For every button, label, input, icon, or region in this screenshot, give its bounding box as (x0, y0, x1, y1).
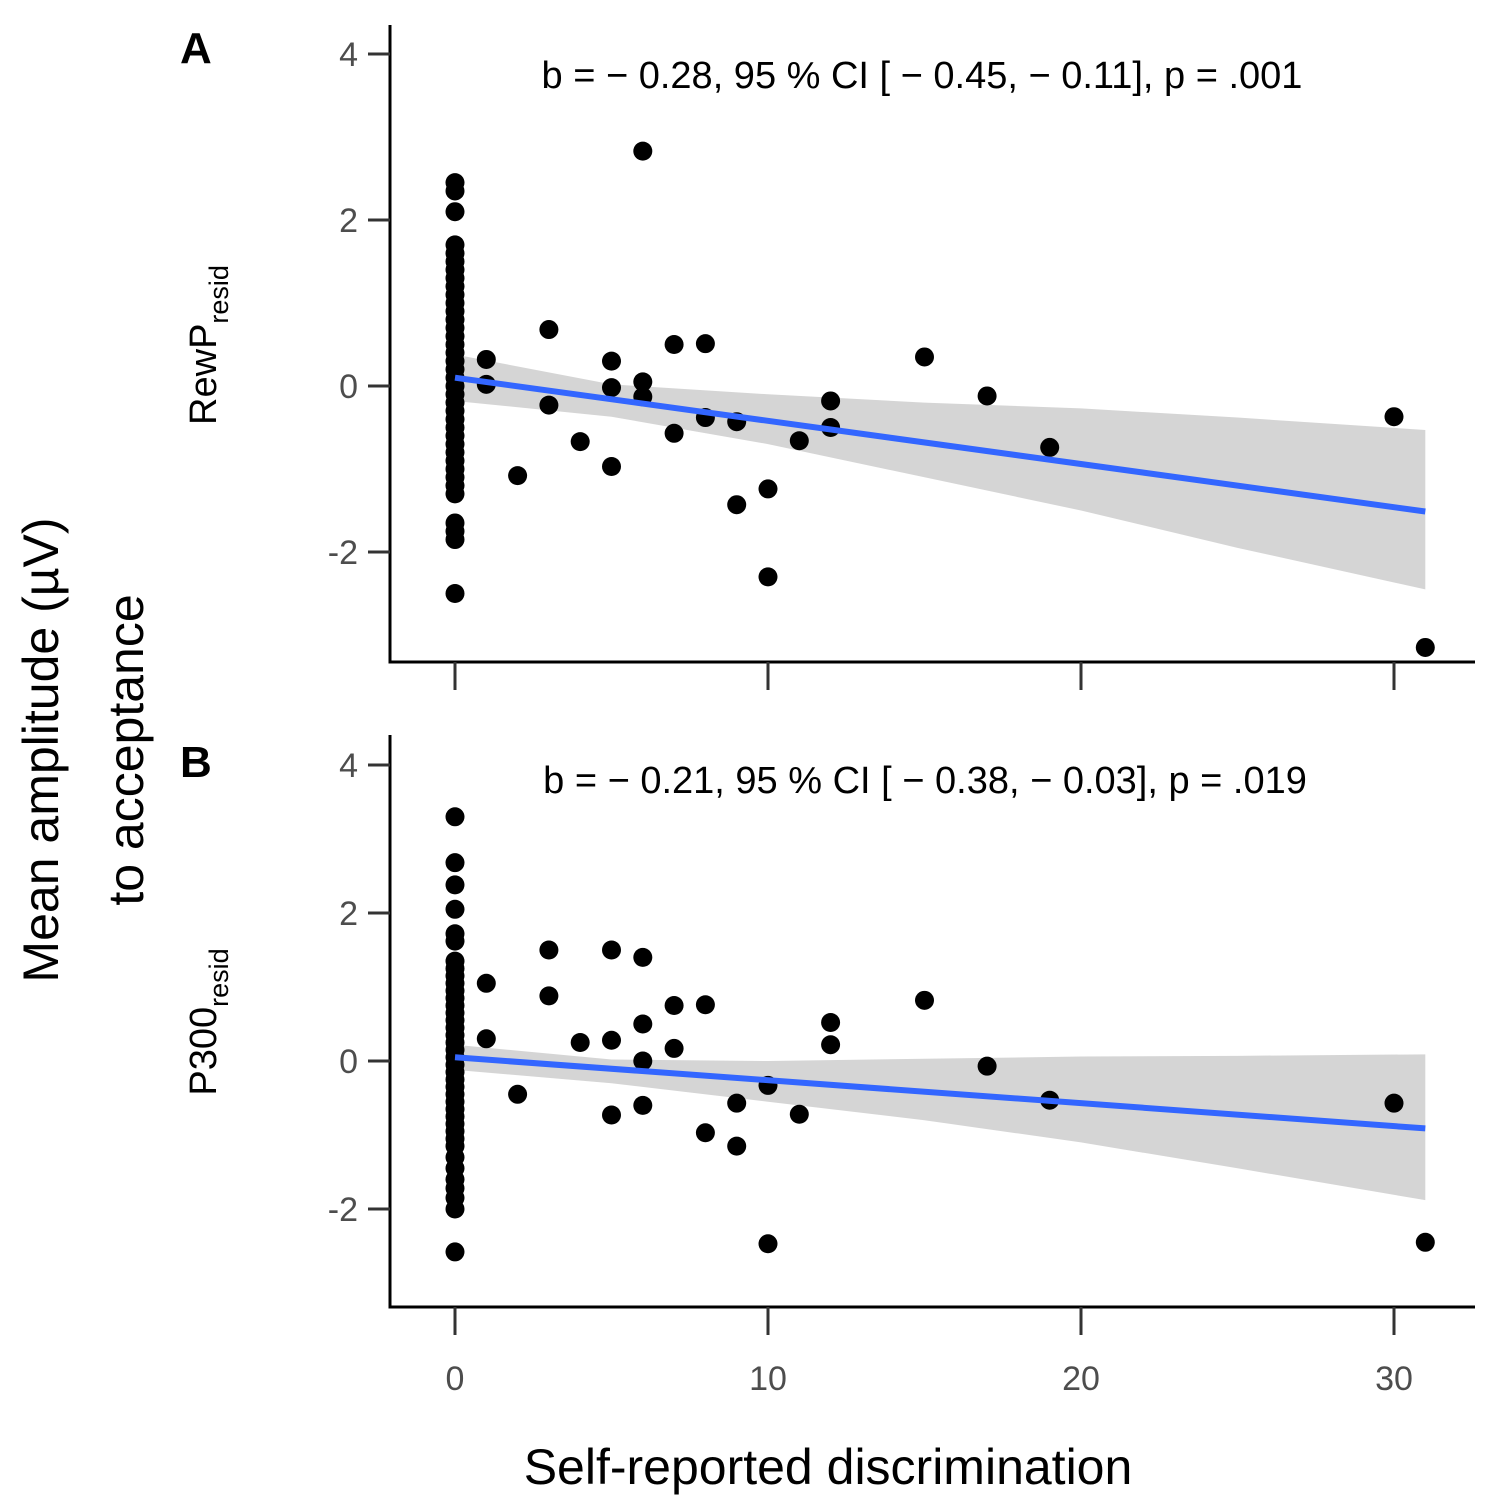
panel-b-data-point (445, 807, 465, 827)
panel-a-annotation: b = − 0.28, 95 % CI [ − 0.45, − 0.11], p… (542, 55, 1303, 97)
panel-a-data-point (539, 395, 559, 415)
panel-b-data-point (664, 1038, 684, 1058)
panel-a-y-tick-label: 2 (339, 202, 358, 240)
panel-b-data-point (602, 1105, 621, 1125)
panel-a-data-point (633, 372, 653, 392)
panel-a-data-point (602, 457, 621, 477)
panel-a-data-point (602, 378, 621, 398)
panel-b-data-point (445, 1242, 465, 1262)
panel-b-data-point (695, 995, 715, 1015)
panel-b-y-tick-label: 4 (339, 747, 358, 785)
panel-b-x-tick-label: 30 (1375, 1360, 1413, 1398)
panel-letter-b: B (180, 738, 212, 787)
panel-b-data-point (977, 1056, 997, 1076)
panel-b: B P300resid b = − 0.21, 95 % CI [ − 0.38… (180, 735, 1475, 1398)
panel-b-data-point (633, 1051, 653, 1071)
panel-a-y-tick-label: 4 (339, 36, 358, 74)
panel-a-data-point (633, 141, 653, 161)
panel-a-data-point (789, 431, 809, 451)
panel-b-data-point (445, 931, 465, 951)
panel-a-data-point (570, 432, 590, 452)
panel-a-y-label-main: RewP (183, 324, 225, 425)
x-axis-title: Self-reported discrimination (524, 1439, 1133, 1495)
panel-b-fit-line (454, 1054, 1426, 1132)
panel-b-data-point (570, 1033, 590, 1052)
panel-a-data-point (915, 347, 934, 367)
panel-b-data-point (633, 1014, 653, 1034)
panel-a-fit-line (454, 374, 1426, 515)
panel-a-data-point (727, 495, 747, 515)
panel-a-data-point (602, 351, 621, 371)
panel-b-annotation: b = − 0.21, 95 % CI [ − 0.38, − 0.03], p… (543, 760, 1307, 802)
panel-b-y-tick-label: -2 (328, 1191, 358, 1229)
panel-a-data-point (1384, 407, 1404, 427)
panel-a: A RewPresid b = − 0.28, 95 % CI [ − 0.45… (180, 24, 1475, 690)
panel-b-x-tick-label: 10 (749, 1360, 787, 1398)
panel-b-data-point (695, 1123, 715, 1143)
panel-b-data-point (664, 996, 684, 1015)
panel-a-data-point (1040, 437, 1060, 457)
panel-a-data-point (821, 391, 841, 411)
panel-a-data-point (539, 320, 559, 340)
panel-b-y-tick-label: 2 (339, 895, 358, 933)
panel-a-y-tick-label: -2 (328, 534, 358, 572)
panel-a-data-point (476, 349, 496, 369)
panel-b-x-tick-label: 20 (1062, 1360, 1100, 1398)
panel-a-data-point (445, 584, 465, 603)
panel-a-data-point (445, 530, 465, 550)
panel-a-y-tick-label: 0 (339, 368, 358, 406)
panel-b-data-point (1384, 1093, 1404, 1113)
panel-b-ci-band (455, 1044, 1426, 1201)
panel-b-data-point (633, 947, 653, 967)
panel-b-x-tick-label: 0 (446, 1360, 465, 1398)
panel-b-data-point (727, 1093, 747, 1113)
panel-letter-a: A (180, 24, 212, 73)
panel-a-y-label-sub: resid (204, 265, 234, 324)
panel-b-data-point (1415, 1232, 1435, 1252)
y-axis-title-line2: to acceptance (98, 594, 154, 905)
panel-b-data-point (445, 875, 465, 895)
panel-b-data-point (539, 986, 559, 1006)
panel-a-y-label: RewPresid (183, 265, 234, 425)
panel-b-data-point (633, 1095, 653, 1115)
panel-a-data-point (445, 202, 465, 222)
y-axis-title-line1: Mean amplitude (µV) (13, 517, 69, 982)
panel-b-y-label-sub: resid (204, 948, 234, 1007)
panel-b-data-point (821, 1035, 841, 1055)
panel-a-data-point (758, 567, 778, 587)
panel-b-data-point (727, 1136, 747, 1156)
panel-b-data-point (445, 899, 465, 919)
panel-a-ci-band (455, 354, 1426, 590)
panel-a-data-point (977, 386, 997, 406)
panel-b-data-point (915, 990, 934, 1010)
panel-a-data-point (664, 335, 684, 354)
panel-b-y-tick-label: 0 (339, 1043, 358, 1081)
panel-a-data-point (758, 479, 778, 499)
panel-b-y-label: P300resid (183, 948, 234, 1095)
panel-a-data-point (695, 334, 715, 354)
panel-b-data-point (445, 1199, 465, 1219)
panel-b-data-point (476, 973, 496, 993)
panel-a-data-point (445, 181, 465, 201)
panel-a-data-point (664, 423, 684, 443)
panel-a-data-point (508, 466, 528, 486)
panel-b-data-point (476, 1029, 496, 1049)
panel-b-data-point (789, 1104, 809, 1124)
panel-a-data-point (1415, 637, 1435, 657)
panel-a-data-point (445, 484, 465, 504)
panel-b-data-point (539, 940, 559, 960)
panel-b-data-point (445, 853, 465, 873)
panel-b-data-point (821, 1013, 841, 1033)
panel-b-data-point (758, 1234, 778, 1254)
panel-b-data-point (602, 940, 621, 960)
panel-b-data-point (602, 1030, 621, 1050)
panel-b-data-point (508, 1084, 528, 1104)
panel-b-y-label-main: P300 (183, 1007, 225, 1096)
